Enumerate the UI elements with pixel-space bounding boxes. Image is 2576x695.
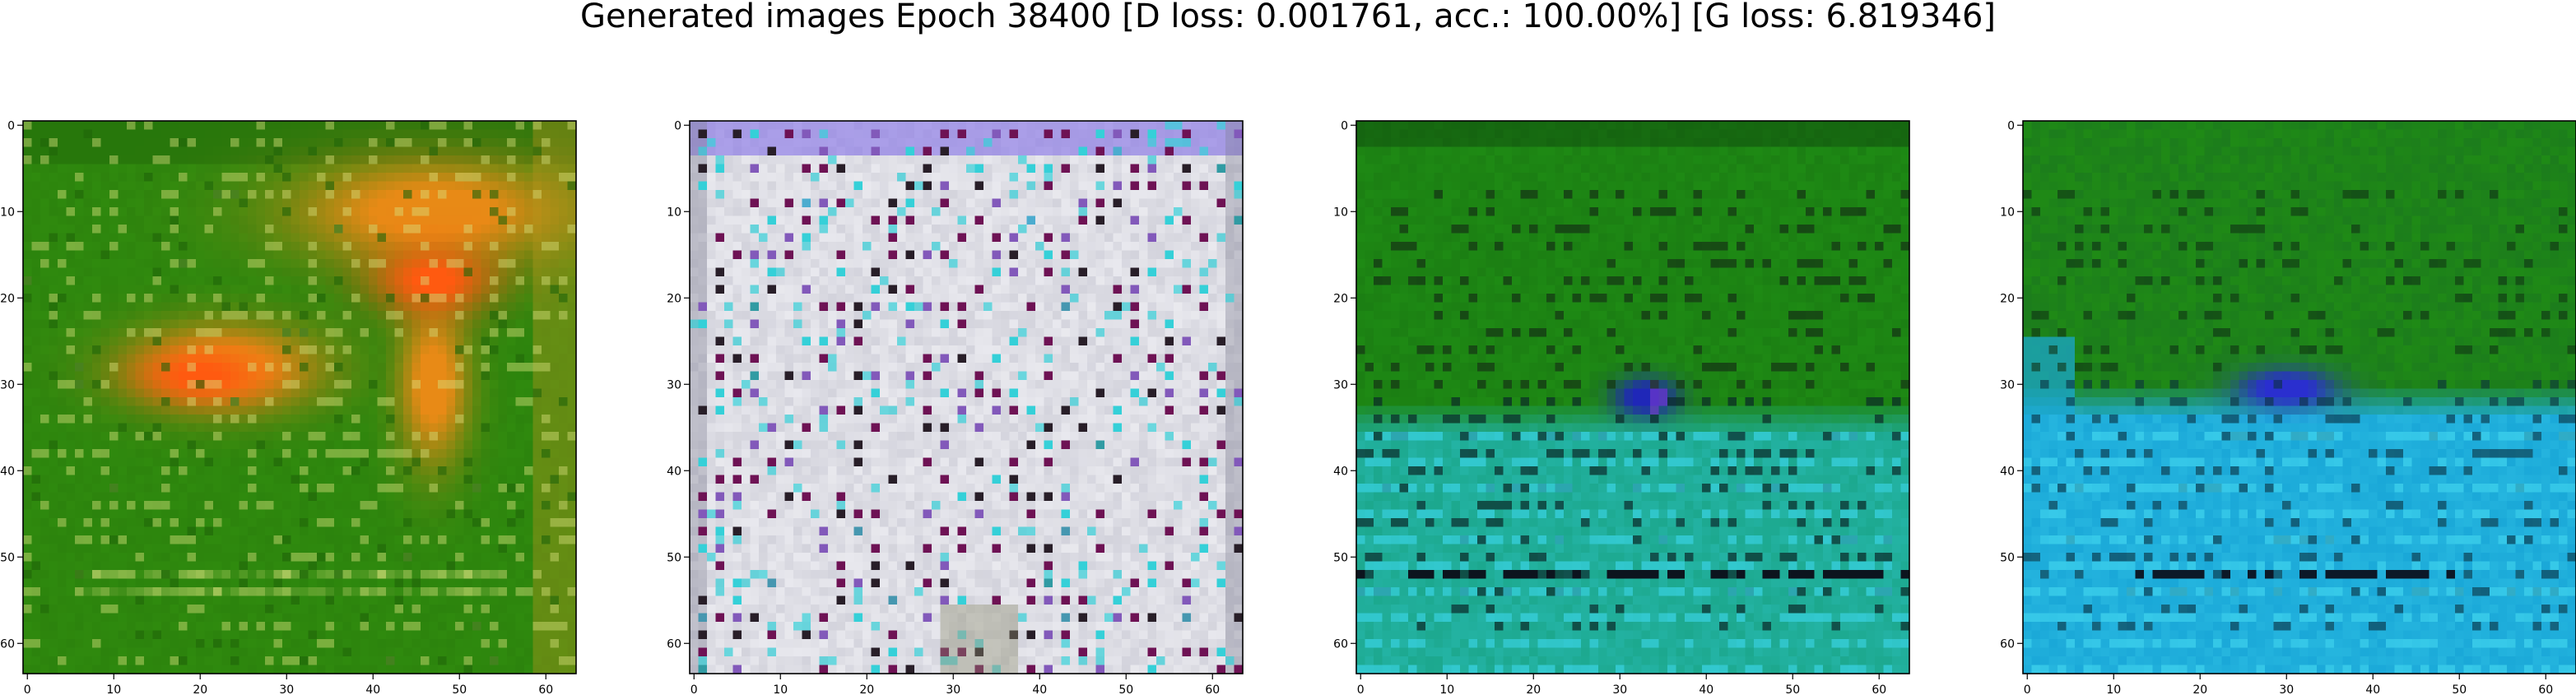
x-tick-label: 10	[106, 683, 121, 695]
x-tick-label: 0	[2024, 683, 2031, 695]
y-tick-label: 0	[7, 119, 15, 132]
y-tick-label: 20	[667, 292, 681, 305]
axes-frame	[1355, 120, 1910, 674]
y-tick-label: 30	[0, 378, 15, 392]
x-tick-label: 0	[1357, 683, 1365, 695]
y-tick-label: 30	[667, 378, 681, 392]
x-tick-label: 60	[1872, 683, 1886, 695]
x-tick-label: 50	[1118, 683, 1133, 695]
y-tick-label: 60	[667, 637, 681, 651]
axes-frame	[689, 120, 1244, 674]
x-tick-label: 20	[2192, 683, 2207, 695]
x-tick-label: 60	[2538, 683, 2553, 695]
y-tick-label: 50	[2000, 551, 2015, 564]
x-tick-label: 0	[24, 683, 31, 695]
y-tick-label: 10	[2000, 206, 2015, 219]
y-tick-label: 20	[1333, 292, 1348, 305]
y-tick-label: 60	[1333, 637, 1348, 651]
y-tick-label: 0	[674, 119, 681, 132]
y-tick-label: 40	[667, 465, 681, 478]
y-tick-label: 30	[1333, 378, 1348, 392]
x-tick-label: 20	[1526, 683, 1541, 695]
x-tick-label: 50	[1785, 683, 1800, 695]
y-tick-label: 50	[667, 551, 681, 564]
generated-image-1	[23, 121, 577, 674]
x-tick-label: 10	[2106, 683, 2121, 695]
x-tick-label: 30	[279, 683, 294, 695]
x-tick-label: 50	[2452, 683, 2467, 695]
subplot-1: 0 10 20 30 40 50 60 0 10 20 30 40 50 60	[0, 119, 577, 695]
subplot-2: 0 10 20 30 40 50 60 0 10 20 30 40 50 60	[667, 119, 1244, 695]
generated-image-4	[2023, 121, 2576, 674]
x-tick-label: 60	[1205, 683, 1220, 695]
x-tick-label: 60	[538, 683, 553, 695]
axes-frame	[2022, 120, 2576, 674]
generated-image-3	[1356, 121, 1910, 674]
y-tick-label: 30	[2000, 378, 2015, 392]
x-tick-label: 40	[365, 683, 380, 695]
figure-title: Generated images Epoch 38400 [D loss: 0.…	[579, 0, 1997, 35]
x-tick-label: 10	[773, 683, 788, 695]
x-tick-label: 30	[2279, 683, 2294, 695]
x-tick-label: 40	[2365, 683, 2380, 695]
x-tick-label: 20	[193, 683, 207, 695]
y-tick-label: 20	[0, 292, 15, 305]
subplot-4: 0 10 20 30 40 50 60 0 10 20 30 40 50 60	[2000, 119, 2576, 695]
y-tick-label: 60	[0, 637, 15, 651]
y-tick-label: 40	[2000, 465, 2015, 478]
y-tick-label: 0	[1341, 119, 1348, 132]
x-tick-label: 40	[1032, 683, 1047, 695]
x-tick-label: 30	[1612, 683, 1627, 695]
y-tick-label: 60	[2000, 637, 2015, 651]
x-tick-label: 40	[1699, 683, 1713, 695]
y-tick-label: 0	[2007, 119, 2015, 132]
y-tick-label: 50	[0, 551, 15, 564]
x-tick-label: 10	[1439, 683, 1454, 695]
y-tick-label: 20	[2000, 292, 2015, 305]
axes-frame	[22, 120, 577, 674]
y-tick-label: 40	[0, 465, 15, 478]
generated-image-2	[690, 121, 1244, 674]
x-tick-label: 0	[690, 683, 698, 695]
y-tick-label: 50	[1333, 551, 1348, 564]
subplot-3: 0 10 20 30 40 50 60 0 10 20 30 40 50 60	[1333, 119, 1910, 695]
x-tick-label: 20	[859, 683, 874, 695]
x-tick-label: 30	[946, 683, 960, 695]
x-tick-label: 50	[452, 683, 467, 695]
y-tick-label: 10	[1333, 206, 1348, 219]
y-tick-label: 10	[0, 206, 15, 219]
y-tick-label: 10	[667, 206, 681, 219]
y-tick-label: 40	[1333, 465, 1348, 478]
